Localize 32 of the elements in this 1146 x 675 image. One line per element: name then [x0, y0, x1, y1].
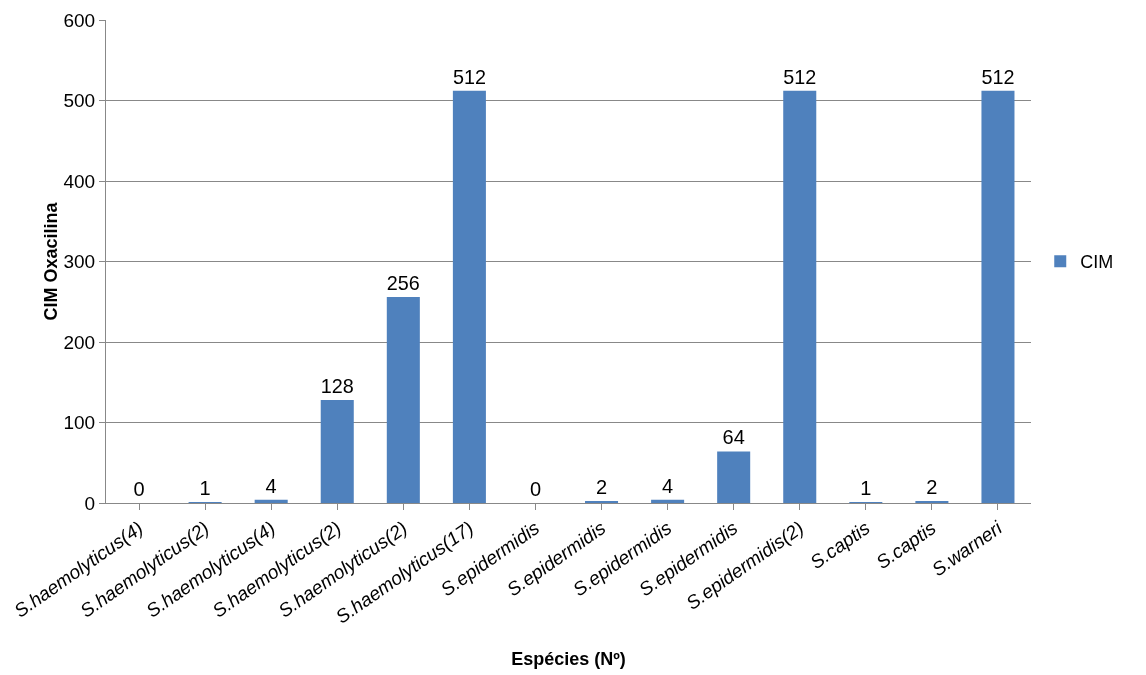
y-axis-title: CIM Oxacilina — [41, 201, 62, 321]
bar — [452, 90, 486, 503]
data-label: 2 — [595, 476, 608, 498]
y-tick-label: 200 — [63, 331, 96, 353]
bar — [386, 296, 420, 503]
data-label: 512 — [452, 65, 486, 88]
bar — [320, 399, 354, 503]
y-tick-label: 100 — [63, 412, 96, 434]
data-label: 256 — [386, 271, 420, 294]
data-label: 4 — [265, 474, 277, 497]
data-label: 1 — [860, 477, 872, 499]
bar — [981, 90, 1015, 503]
y-tick-label: 500 — [63, 90, 96, 112]
data-label: 0 — [133, 478, 145, 500]
y-tick-label: 600 — [63, 9, 96, 31]
x-axis-title: Espécies (Nº) — [511, 648, 626, 669]
data-label: 512 — [783, 65, 817, 88]
data-label: 64 — [722, 426, 745, 449]
data-label: 4 — [662, 474, 674, 497]
y-tick-label: 0 — [84, 492, 96, 514]
y-tick-label: 400 — [63, 170, 96, 192]
bar — [717, 451, 751, 503]
y-tick-label: 300 — [63, 251, 96, 273]
data-label: 1 — [199, 477, 211, 499]
bar — [651, 499, 685, 503]
bar — [783, 90, 817, 503]
legend-label: CIM — [1080, 252, 1114, 273]
bar — [254, 499, 288, 503]
data-label: 2 — [926, 476, 938, 498]
data-label: 512 — [981, 65, 1015, 88]
data-label: 128 — [320, 375, 354, 397]
data-label: 0 — [529, 478, 542, 500]
